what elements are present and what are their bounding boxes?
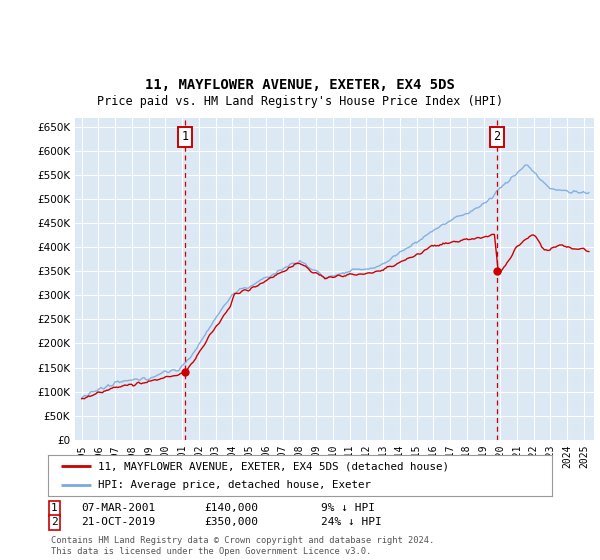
Text: 2: 2 <box>493 130 500 143</box>
Text: 24% ↓ HPI: 24% ↓ HPI <box>321 517 382 528</box>
Text: HPI: Average price, detached house, Exeter: HPI: Average price, detached house, Exet… <box>98 480 371 489</box>
Text: 1: 1 <box>182 130 189 143</box>
Text: 9% ↓ HPI: 9% ↓ HPI <box>321 503 375 514</box>
Text: £350,000: £350,000 <box>204 517 258 528</box>
Text: 1: 1 <box>51 503 58 514</box>
Text: Contains HM Land Registry data © Crown copyright and database right 2024.
This d: Contains HM Land Registry data © Crown c… <box>51 536 434 556</box>
Text: 21-OCT-2019: 21-OCT-2019 <box>81 517 155 528</box>
Text: Price paid vs. HM Land Registry's House Price Index (HPI): Price paid vs. HM Land Registry's House … <box>97 95 503 108</box>
Text: 11, MAYFLOWER AVENUE, EXETER, EX4 5DS (detached house): 11, MAYFLOWER AVENUE, EXETER, EX4 5DS (d… <box>98 461 449 471</box>
Text: 07-MAR-2001: 07-MAR-2001 <box>81 503 155 514</box>
Text: 11, MAYFLOWER AVENUE, EXETER, EX4 5DS: 11, MAYFLOWER AVENUE, EXETER, EX4 5DS <box>145 78 455 92</box>
Text: 2: 2 <box>51 517 58 528</box>
Text: £140,000: £140,000 <box>204 503 258 514</box>
